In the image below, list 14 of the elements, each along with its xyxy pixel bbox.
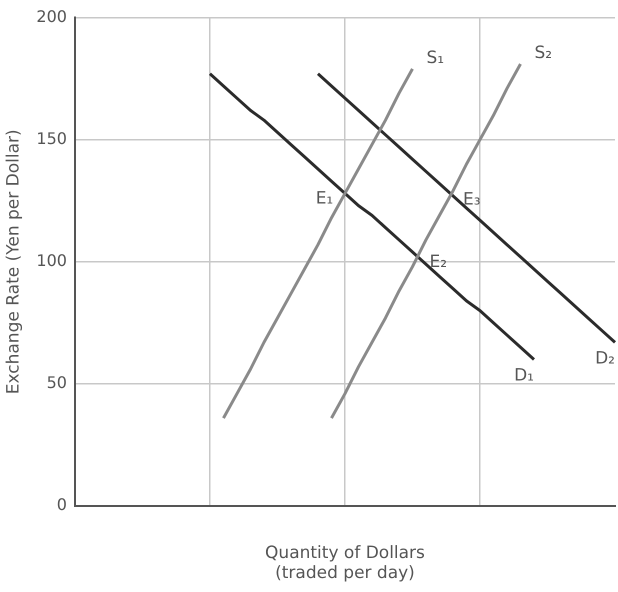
series-label: S₂ <box>534 42 552 63</box>
annotation: E₁ <box>316 188 334 208</box>
series-label: D₁ <box>514 365 534 386</box>
annotation: E₂ <box>430 252 448 272</box>
annotation: E₃ <box>463 190 481 210</box>
y-tick-label: 150 <box>36 128 67 148</box>
y-tick-label: 100 <box>36 250 67 270</box>
x-axis-title: Quantity of Dollars (traded per day) <box>265 542 426 584</box>
series-label: D₂ <box>595 348 615 368</box>
series-label: S₁ <box>426 48 444 68</box>
y-axis-title: Exchange Rate (Yen per Dollar) <box>4 129 24 394</box>
y-tick-label: 0 <box>56 495 67 514</box>
y-tick-label: 200 <box>36 6 67 26</box>
y-tick-label: 50 <box>46 373 67 392</box>
